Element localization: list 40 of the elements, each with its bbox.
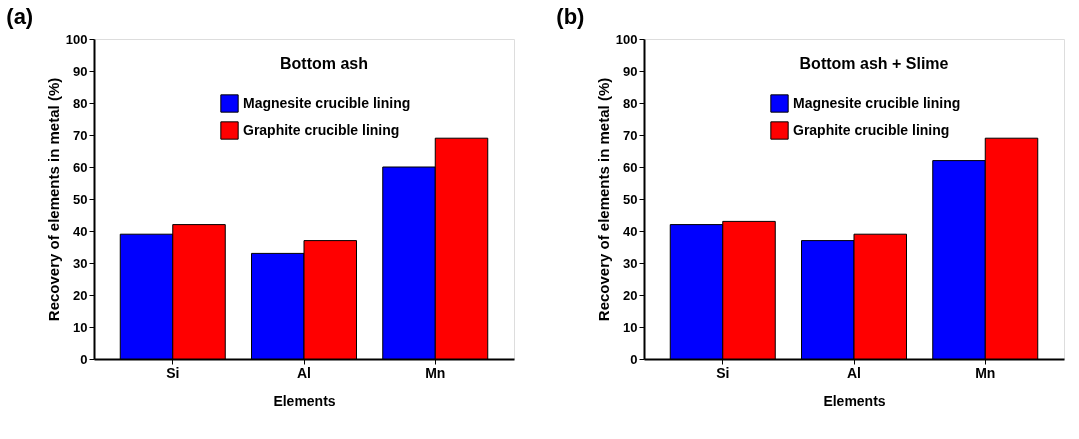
- annotation: Bottom ash + Slime: [799, 55, 949, 72]
- y-tick-label: 70: [623, 127, 638, 143]
- x-tick-label: Si: [166, 364, 180, 381]
- x-tick-label: Mn: [975, 364, 996, 381]
- y-tick-label: 50: [73, 191, 88, 207]
- y-tick-label: 30: [623, 255, 638, 271]
- y-tick-label: 60: [623, 159, 638, 175]
- y-tick-label: 80: [73, 95, 88, 111]
- annotation: Bottom ash: [280, 55, 368, 72]
- y-tick-label: 0: [630, 351, 638, 367]
- y-tick-label: 70: [73, 127, 88, 143]
- y-tick-label: 100: [615, 31, 638, 47]
- y-tick-label: 40: [73, 223, 88, 239]
- y-axis-title: Recovery of elements in metal (%): [594, 77, 612, 322]
- y-tick-label: 80: [623, 95, 638, 111]
- y-tick-label: 90: [73, 63, 88, 79]
- y-tick-label: 90: [623, 63, 638, 79]
- x-tick-label: Mn: [425, 364, 446, 381]
- y-tick-label: 10: [623, 319, 638, 335]
- y-tick-label: 10: [73, 319, 88, 335]
- chart-title: (b): [556, 4, 585, 29]
- y-tick-label: 50: [623, 191, 638, 207]
- y-tick-label: 100: [65, 31, 88, 47]
- x-tick-label: Al: [297, 364, 311, 381]
- chart-title: (a): [6, 4, 34, 29]
- legend-label: Graphite crucible lining: [793, 121, 950, 138]
- y-tick-label: 40: [623, 223, 638, 239]
- legend-label: Graphite crucible lining: [243, 121, 400, 138]
- y-tick-label: 60: [73, 159, 88, 175]
- x-tick-label: Si: [716, 364, 730, 381]
- x-tick-label: Al: [847, 364, 861, 381]
- y-tick-label: 30: [73, 255, 88, 271]
- y-tick-label: 20: [73, 287, 88, 303]
- y-tick-label: 0: [80, 351, 88, 367]
- legend-label: Magnesite crucible lining: [243, 94, 411, 111]
- y-tick-label: 20: [623, 287, 638, 303]
- y-axis-title: Recovery of elements in metal (%): [44, 77, 62, 322]
- x-axis-title: Elements: [823, 392, 886, 409]
- legend-label: Magnesite crucible lining: [793, 94, 961, 111]
- x-axis-title: Elements: [273, 392, 336, 409]
